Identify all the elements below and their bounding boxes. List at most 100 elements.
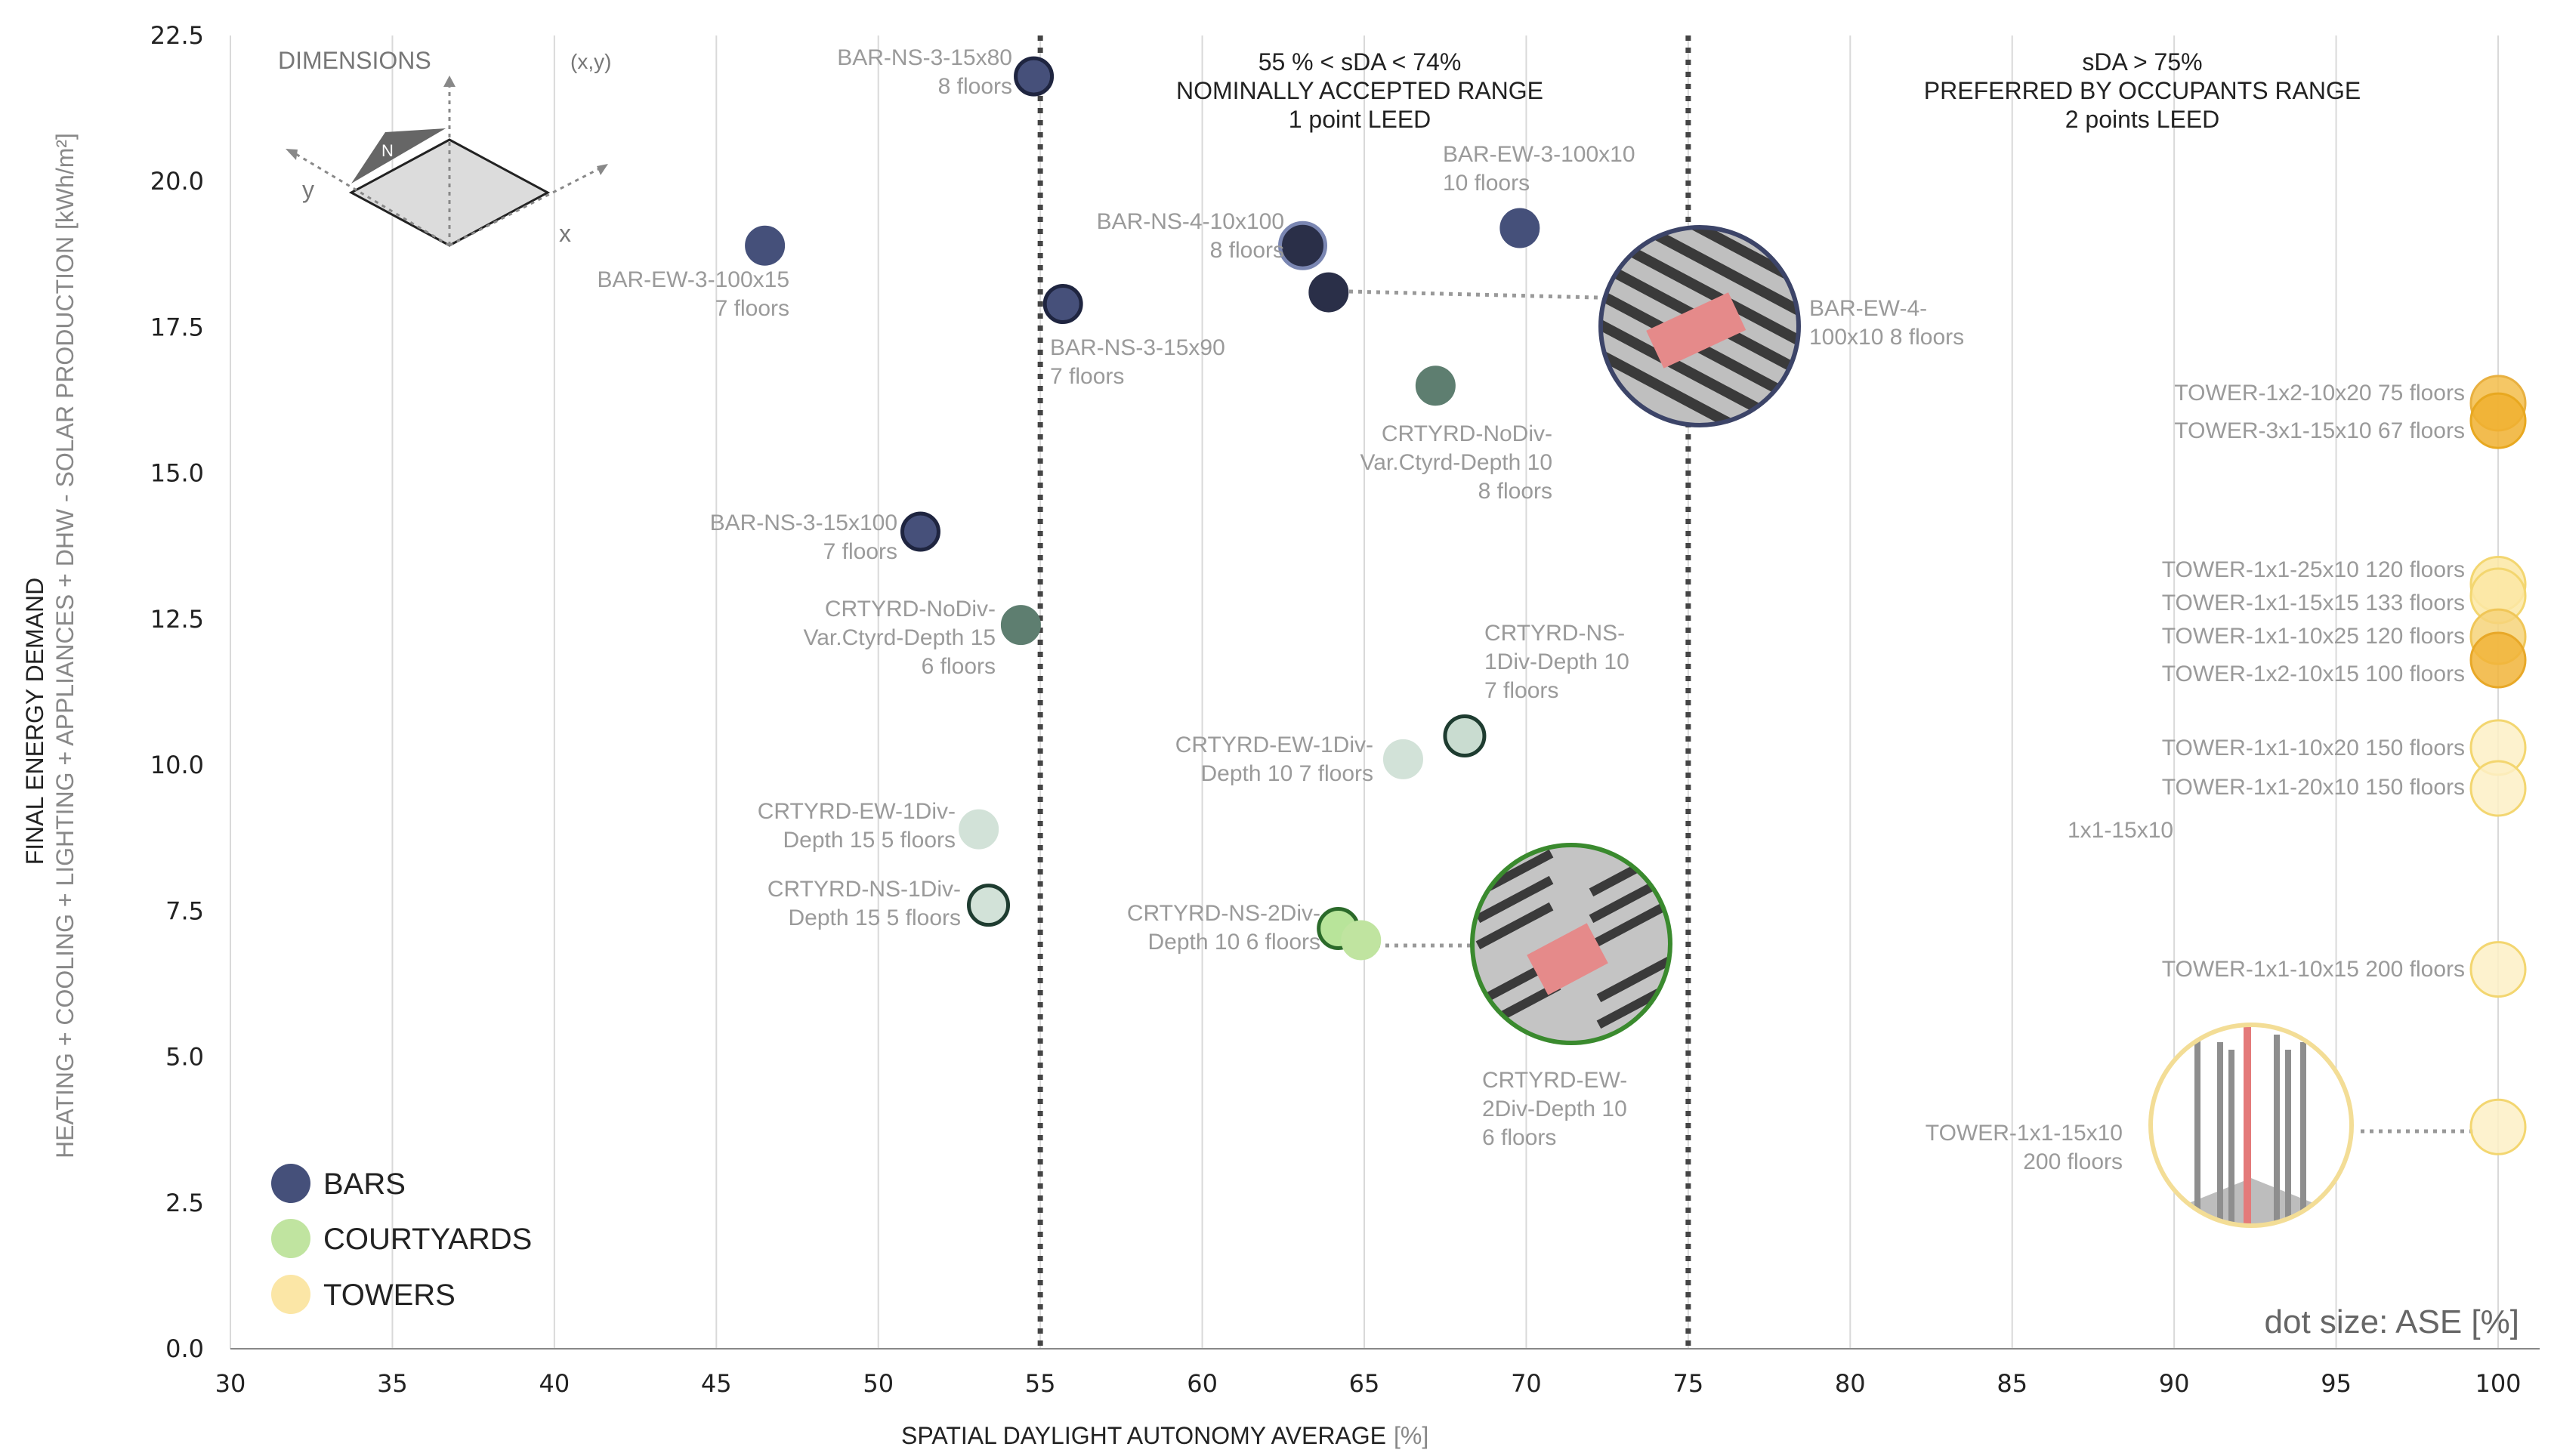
point-label: BAR-EW-3-100x15 7 floors (597, 267, 789, 321)
point-label-line: TOWER-1x1-10x15 200 floors (2162, 957, 2465, 982)
data-point (900, 511, 940, 552)
point-label-line: 100x10 8 floors (1809, 325, 1964, 350)
courtyard-massing-illustration (1470, 843, 1672, 1045)
dimensions-z-arrow (443, 76, 456, 87)
point-label: TOWER-1x1-25x10 120 floors (2162, 557, 2465, 582)
y-tick-label: 12.5 (150, 605, 204, 634)
point-label-line: 2Div-Depth 10 (1482, 1097, 1627, 1121)
point-label: BAR-NS-4-10x100 8 floors (1097, 209, 1284, 263)
x-tick-label: 95 (2321, 1369, 2352, 1398)
dimensions-y-label: y (302, 176, 314, 203)
point-label-line: TOWER-1x2-10x15 100 floors (2162, 662, 2465, 686)
x-axis-title-text: SPATIAL DAYLIGHT AUTONOMY AVERAGE (901, 1422, 1386, 1449)
point-label-line: Depth 10 6 floors (1148, 930, 1320, 955)
dimensions-y-arrow (286, 149, 298, 160)
leader-bar-ew-4 (1348, 289, 1598, 300)
data-point (1341, 920, 1382, 961)
x-axis-title: SPATIAL DAYLIGHT AUTONOMY AVERAGE [%] (901, 1422, 1428, 1449)
range-header-accepted-line2: NOMINALLY ACCEPTED RANGE (1176, 77, 1543, 104)
data-point (1382, 739, 1423, 779)
point-label: CRTYRD-NS-1Div- Depth 15 5 floors (767, 877, 961, 930)
data-point (2469, 1098, 2527, 1155)
point-label-line: TOWER-1x1-25x10 120 floors (2162, 557, 2465, 582)
point-labels: BAR-NS-3-15x80 8 floors BAR-EW-3-100x15 7 f… (597, 45, 2465, 1174)
point-label: TOWER-1x2-10x15 100 floors (2162, 662, 2465, 686)
data-point (2469, 392, 2527, 449)
x-tick-label: 55 (1025, 1369, 1056, 1398)
point-label: TOWER-1x2-10x20 75 floors (2174, 381, 2465, 406)
point-label-line: TOWER-1x1-15x15 133 floors (2162, 591, 2465, 615)
legend-label-towers: TOWERS (323, 1279, 456, 1312)
data-point (1415, 366, 1456, 406)
point-label-line: Depth 15 5 floors (783, 828, 956, 853)
point-label: CRTYRD-EW- 2Div-Depth 10 6 floors (1482, 1068, 1627, 1150)
y-tick-label: 15.0 (150, 459, 204, 488)
point-label-line: Depth 15 5 floors (789, 905, 961, 930)
y-tick-label: 2.5 (165, 1189, 204, 1217)
data-point (1042, 284, 1083, 325)
point-label-line: Depth 10 7 floors (1201, 761, 1373, 786)
point-label: BAR-NS-3-15x80 8 floors (837, 45, 1012, 99)
data-point (1000, 605, 1041, 646)
leader-lines (1348, 289, 2478, 1134)
range-header-accepted-line3: 1 point LEED (1289, 106, 1431, 133)
point-label-line: 8 floors (1210, 238, 1284, 263)
data-point (1278, 221, 1328, 270)
point-label: 1x1-15x10 (2068, 818, 2173, 843)
dimensions-label: DIMENSIONS (278, 47, 431, 74)
legend-label-courtyards: COURTYARDS (323, 1223, 532, 1256)
data-point (1014, 56, 1055, 97)
legend-swatch-bars (271, 1164, 310, 1203)
data-point (2469, 941, 2527, 998)
y-tick-label: 17.5 (150, 313, 204, 341)
range-header-accepted-line1: 55 % < sDA < 74% (1259, 48, 1462, 76)
point-label: TOWER-1x1-15x15 133 floors (2162, 591, 2465, 615)
x-tick-label: 50 (863, 1369, 894, 1398)
point-label: BAR-EW-4- 100x10 8 floors (1809, 296, 1964, 350)
dimensions-y-axis (290, 150, 450, 247)
bar-massing-blocks (1601, 227, 1799, 425)
x-tick-label: 40 (539, 1369, 570, 1398)
point-label-line: CRTYRD-EW-1Div- (758, 799, 956, 824)
point-label-line: TOWER-1x1-20x10 150 floors (2162, 775, 2465, 800)
point-label-line: CRTYRD-NS-1Div- (767, 877, 961, 902)
x-tick-label: 70 (1511, 1369, 1542, 1398)
point-label: TOWER-1x1-10x15 200 floors (2162, 957, 2465, 982)
point-label-line: 1Div-Depth 10 (1484, 649, 1629, 674)
tower-massing-illustration (2148, 1023, 2354, 1228)
data-point (2469, 760, 2527, 817)
x-tick-label: 85 (1997, 1369, 2028, 1398)
point-label: CRTYRD-NoDiv- Var.Ctyrd-Depth 10 8 floors (1360, 421, 1552, 504)
dot-size-note: dot size: ASE [%] (2265, 1303, 2520, 1340)
dimensions-inset: DIMENSIONS (x,y) N x y (278, 47, 611, 247)
point-label-line: BAR-EW-4- (1809, 296, 1927, 321)
x-tick-label: 75 (1672, 1369, 1703, 1398)
y-axis-title-main: FINAL ENERGY DEMAND (21, 578, 48, 865)
point-label-line: BAR-EW-3-100x10 (1443, 142, 1635, 167)
point-label: CRTYRD-EW-1Div- Depth 15 5 floors (758, 799, 956, 853)
legend-swatch-courtyards (271, 1219, 310, 1258)
point-label-line: BAR-NS-3-15x90 (1050, 335, 1225, 360)
legend-label-bars: BARS (323, 1168, 406, 1201)
point-label: TOWER-1x1-20x10 150 floors (2162, 775, 2465, 800)
y-tick-label: 5.0 (165, 1043, 204, 1072)
bar-massing-illustration (1598, 225, 1801, 427)
data-points (745, 56, 2527, 1155)
point-label: CRTYRD-EW-1Div- Depth 10 7 floors (1175, 733, 1373, 786)
data-point (2469, 631, 2527, 689)
data-point (959, 809, 999, 850)
range-header-preferred: sDA > 75% PREFERRED BY OCCUPANTS RANGE 2… (1924, 48, 2361, 133)
point-label: TOWER-3x1-15x10 67 floors (2174, 418, 2465, 443)
point-label: BAR-NS-3-15x100 7 floors (710, 511, 897, 564)
point-label-line: 7 floors (1484, 678, 1558, 703)
y-axis-title-sub: HEATING + COOLING + LIGHTING + APPLIANCE… (51, 133, 79, 1158)
point-label-line: BAR-EW-3-100x15 (597, 267, 789, 292)
point-label: CRTYRD-NoDiv- Var.Ctyrd-Depth 15 6 floors (803, 597, 996, 679)
range-header-preferred-line1: sDA > 75% (2082, 48, 2202, 76)
point-label: TOWER-1x1-10x20 150 floors (2162, 736, 2465, 760)
point-label: TOWER-1x1-10x25 120 floors (2162, 624, 2465, 649)
x-tick-label: 60 (1187, 1369, 1218, 1398)
x-tick-labels: 30 35 40 45 50 55 60 65 70 75 80 85 90 95 100 (215, 1369, 2522, 1398)
point-label: BAR-EW-3-100x10 10 floors (1443, 142, 1635, 196)
